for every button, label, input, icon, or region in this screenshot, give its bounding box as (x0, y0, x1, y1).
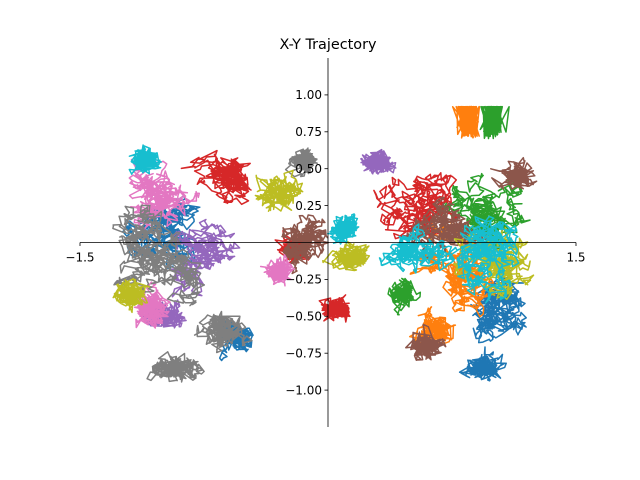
trajectory-line-2-1 (479, 105, 510, 140)
y-tick-label-6: −0.75 (285, 347, 322, 361)
trajectory-line-7-3 (193, 310, 253, 354)
trajectory-line-4-1 (360, 148, 397, 175)
trajectory-line-6-0 (128, 156, 201, 234)
trajectory-line-8-2 (112, 277, 151, 314)
trajectory-line-5-1 (281, 214, 330, 275)
x-tick-label-1: 1.5 (566, 251, 585, 265)
y-tick-label-7: −1.00 (285, 383, 322, 397)
trajectory-line-7-2 (146, 351, 205, 383)
trajectory-line-0-2 (458, 346, 507, 382)
trajectory-line-8-3 (322, 240, 371, 272)
trajectory-line-7-1 (284, 147, 318, 178)
trajectory-line-4-0 (170, 218, 241, 298)
x-tick-label-0: −1.5 (65, 251, 94, 265)
y-tick-label-2: 0.50 (295, 162, 322, 176)
series-layer (112, 105, 538, 383)
trajectory-line-9-2 (128, 144, 162, 175)
trajectory-line-3-1 (180, 149, 252, 206)
trajectory-line-2-0 (438, 171, 531, 256)
trajectory-line-5-3 (405, 323, 447, 362)
y-tick-label-3: 0.25 (295, 199, 322, 213)
y-tick-label-1: 0.75 (295, 125, 322, 139)
trajectory-line-8-1 (254, 169, 304, 212)
y-tick-label-0: 1.00 (295, 88, 322, 102)
y-tick-label-5: −0.50 (285, 310, 322, 324)
trajectory-line-3-2 (318, 294, 351, 323)
trajectory-line-9-1 (378, 223, 461, 274)
chart-title: X-Y Trajectory (279, 37, 377, 53)
trajectory-line-9-3 (327, 213, 360, 245)
trajectory-line-6-1 (133, 281, 171, 329)
trajectory-series-6 (128, 156, 296, 329)
trajectory-line-7-0 (112, 204, 206, 307)
trajectory-series-7 (112, 147, 318, 383)
trajectory-line-6-2 (259, 253, 296, 287)
trajectory-series-9 (128, 144, 520, 304)
y-tick-label-4: −0.25 (285, 273, 322, 287)
axes-layer: −1.5 1.5 1.00 0.75 0.50 0.25 −0.25 −0.50 −0.75 −1… (65, 58, 586, 427)
trajectory-line-9-0 (456, 215, 520, 304)
trajectory-series-2 (387, 105, 531, 316)
trajectory-line-1-2 (451, 105, 481, 139)
trajectory-line-5-2 (490, 156, 538, 190)
trajectory-line-2-2 (387, 277, 422, 316)
